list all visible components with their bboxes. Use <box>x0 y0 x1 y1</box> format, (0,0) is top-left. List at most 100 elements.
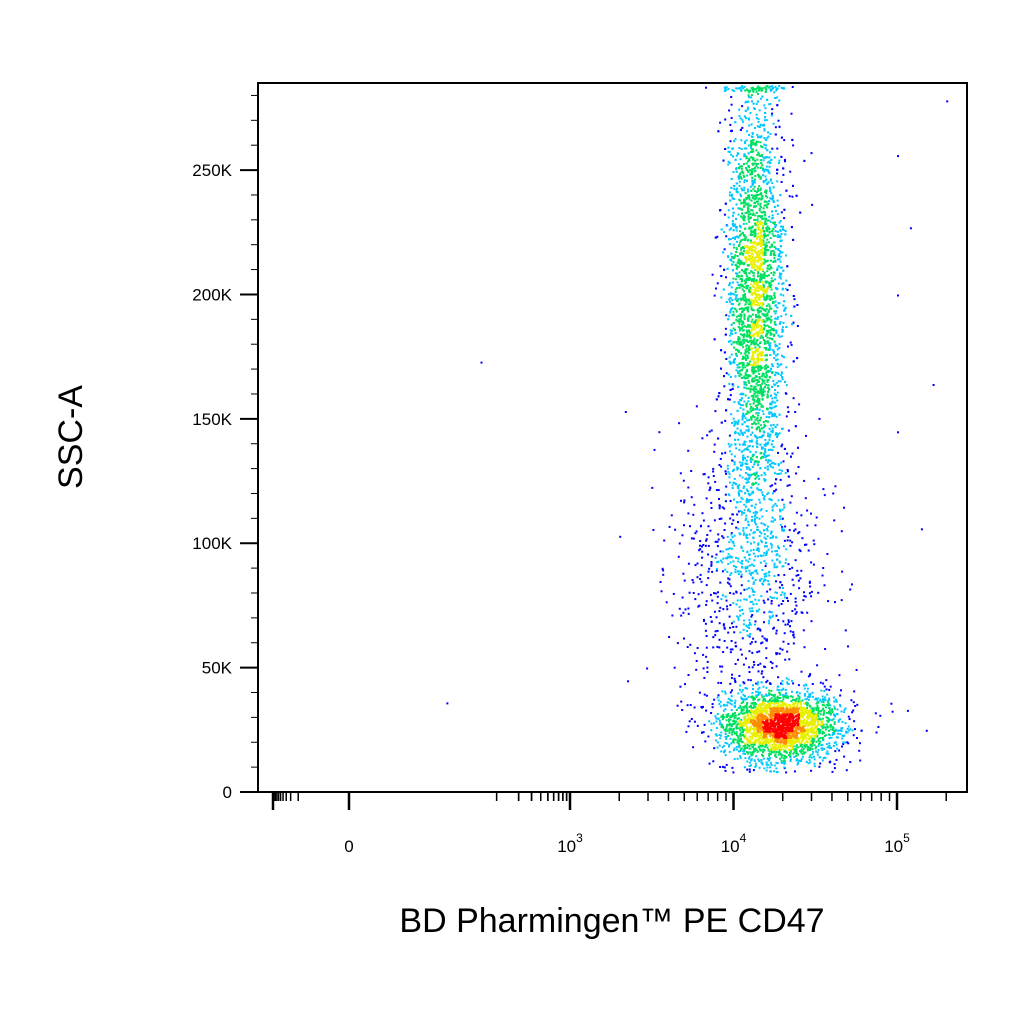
event-dot <box>766 465 769 468</box>
event-dot <box>787 621 790 623</box>
event-dot <box>742 487 745 489</box>
event-dot <box>739 226 742 229</box>
event-dot <box>753 321 756 324</box>
event-dot <box>744 757 747 760</box>
event-dot <box>768 689 771 692</box>
event-dot <box>745 657 747 660</box>
event-dot <box>716 629 719 632</box>
event-dot <box>718 723 721 726</box>
event-dot <box>730 178 733 180</box>
event-dot <box>769 660 772 663</box>
event-dot <box>829 685 832 688</box>
event-dot <box>707 577 710 580</box>
event-dot <box>725 409 728 412</box>
event-dot <box>772 250 775 252</box>
event-dot <box>762 207 765 210</box>
event-dot <box>774 426 777 429</box>
event-dot <box>739 297 742 300</box>
event-dot <box>743 247 745 250</box>
event-dot <box>818 741 821 744</box>
event-dot <box>756 166 759 169</box>
event-dot <box>828 747 831 749</box>
event-dot <box>779 693 782 696</box>
event-dot <box>752 702 755 705</box>
event-dot <box>760 759 763 762</box>
event-dot <box>690 718 693 720</box>
event-dot <box>755 149 758 152</box>
event-dot <box>798 692 801 695</box>
event-dot <box>758 176 760 178</box>
event-dot <box>692 746 695 749</box>
event-dot <box>729 585 732 588</box>
event-dot <box>716 235 719 238</box>
event-dot <box>725 358 728 360</box>
event-dot <box>737 236 740 239</box>
event-dot <box>743 272 746 274</box>
event-dot <box>738 115 741 118</box>
event-dot <box>783 447 786 450</box>
event-dot <box>841 720 844 723</box>
event-dot <box>717 130 720 133</box>
event-dot <box>712 646 715 649</box>
event-dot <box>785 279 788 282</box>
event-dot <box>728 238 730 241</box>
event-dot <box>753 387 756 390</box>
event-dot <box>789 501 792 504</box>
event-dot <box>744 268 747 271</box>
event-dot <box>733 716 736 719</box>
event-dot <box>754 579 757 581</box>
event-dot <box>773 352 776 355</box>
event-dot <box>733 341 736 344</box>
event-dot <box>695 668 698 671</box>
event-dot <box>778 652 781 655</box>
event-dot <box>743 712 746 715</box>
event-dot <box>749 331 752 334</box>
event-dot <box>725 763 728 766</box>
event-dot <box>783 503 785 506</box>
event-dot <box>741 329 744 332</box>
event-dot <box>766 161 769 164</box>
event-dot <box>732 237 735 239</box>
event-dot <box>738 532 741 535</box>
event-dot <box>738 735 741 738</box>
event-dot <box>741 105 744 108</box>
event-dot <box>726 581 729 584</box>
event-dot <box>735 294 738 297</box>
event-dot <box>820 689 823 692</box>
event-dot <box>746 308 749 311</box>
event-dot <box>771 88 774 91</box>
event-dot <box>751 168 754 171</box>
event-dot <box>759 509 762 512</box>
event-dot <box>776 436 778 438</box>
event-dot <box>840 727 843 730</box>
event-dot <box>763 143 766 146</box>
event-dot <box>764 211 766 214</box>
event-dot <box>843 711 846 714</box>
event-dot <box>760 375 763 378</box>
event-dot <box>759 141 762 144</box>
event-dot <box>743 153 746 156</box>
event-dot <box>782 294 785 297</box>
event-dot <box>742 628 745 631</box>
event-dot <box>754 460 757 462</box>
event-dot <box>792 642 795 645</box>
event-dot <box>748 411 751 414</box>
event-dot <box>727 735 730 737</box>
event-dot <box>784 596 786 599</box>
event-dot <box>766 319 769 322</box>
event-dot <box>791 138 794 141</box>
event-dot <box>757 488 760 491</box>
event-dot <box>739 733 742 736</box>
event-dot <box>713 443 716 446</box>
event-dot <box>790 495 793 498</box>
event-dot <box>742 443 744 446</box>
event-dot <box>737 275 740 278</box>
event-dot <box>735 226 738 229</box>
event-dot <box>823 584 826 587</box>
event-dot <box>725 738 728 741</box>
event-dot <box>726 729 728 732</box>
event-dot <box>720 275 723 277</box>
event-dot <box>741 358 744 360</box>
event-dot <box>755 140 758 143</box>
event-dot <box>688 591 691 594</box>
